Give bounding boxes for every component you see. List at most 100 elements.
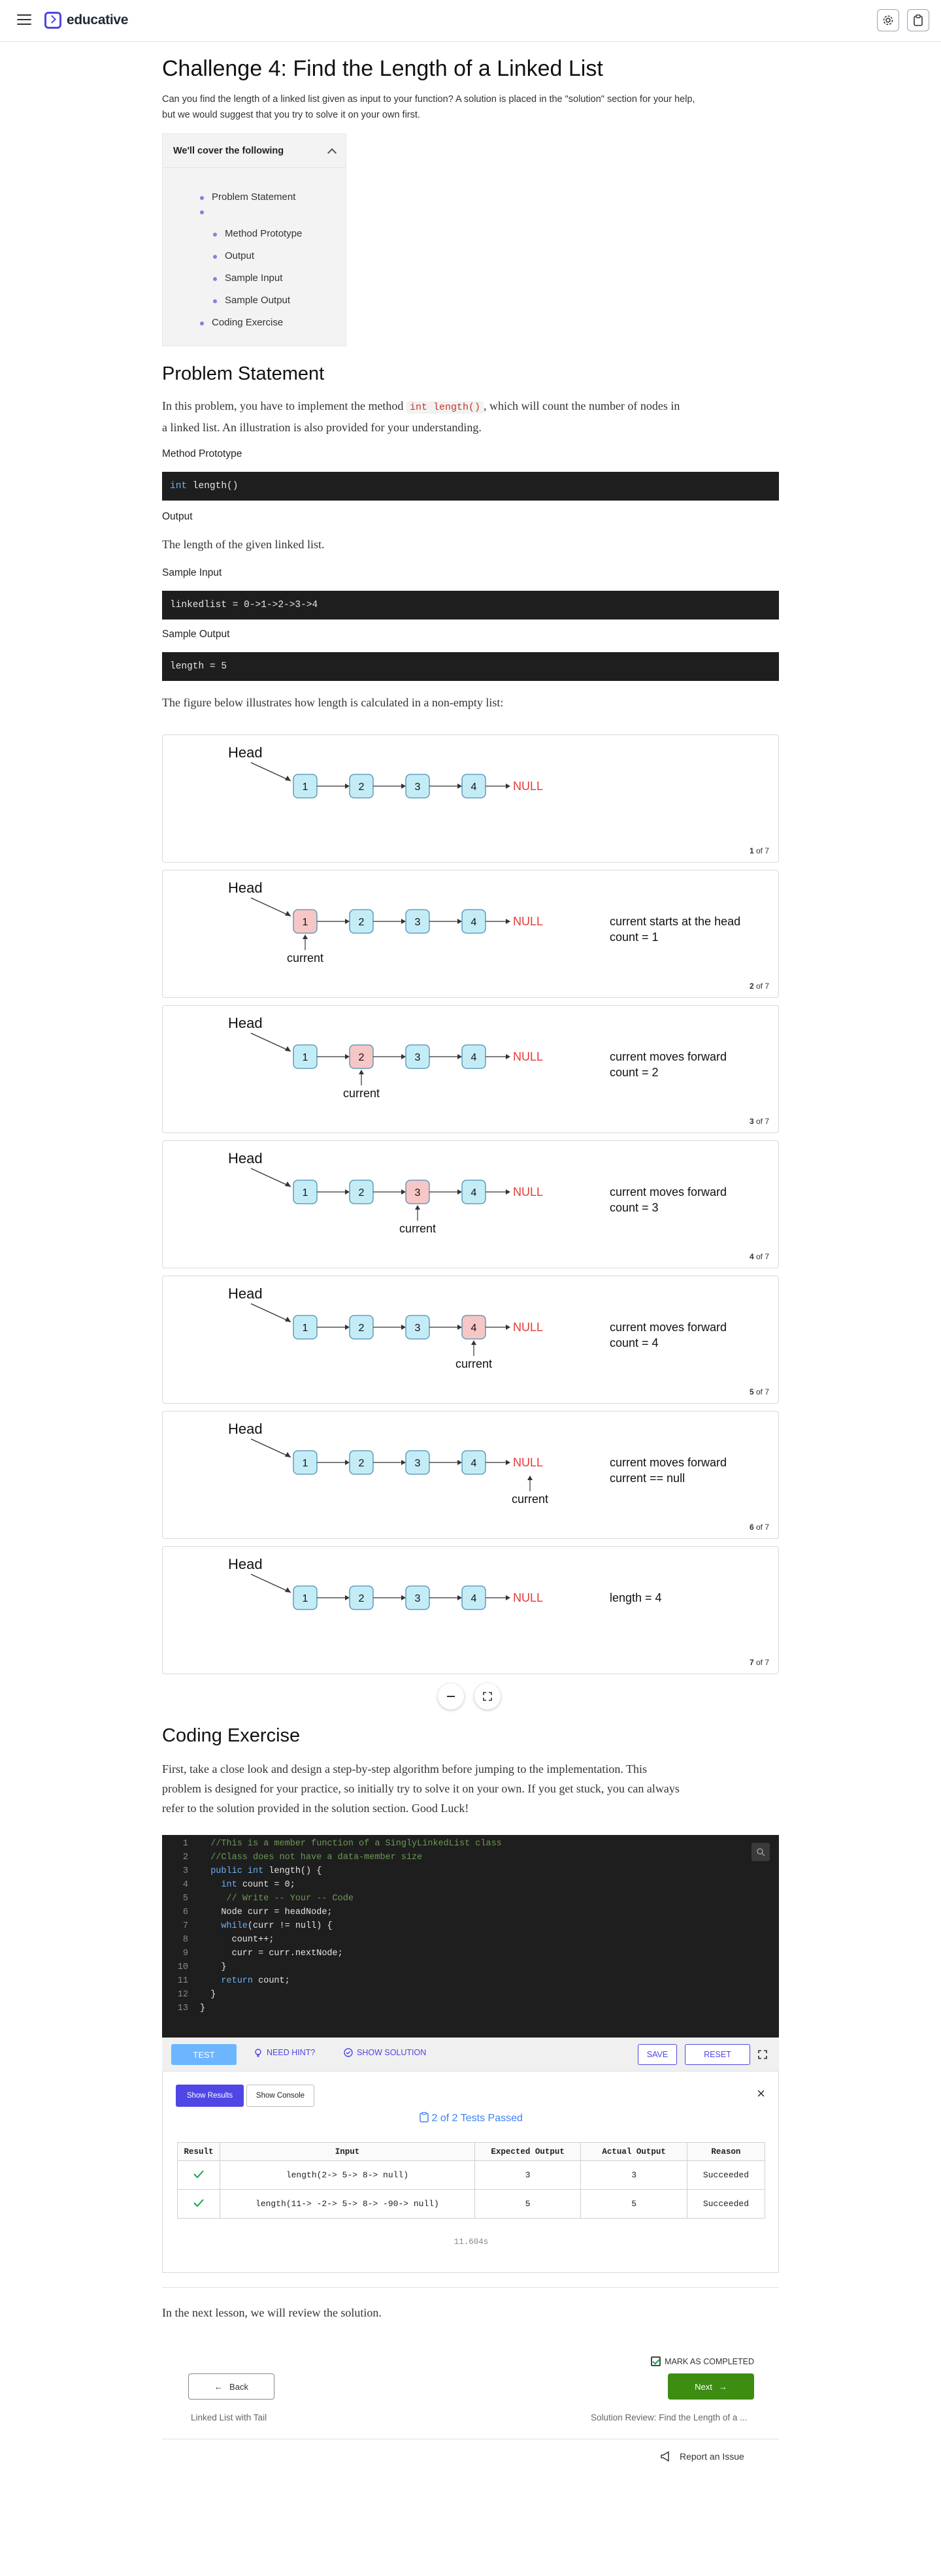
- settings-button[interactable]: [877, 9, 899, 31]
- arrowhead: [285, 1587, 291, 1593]
- next-label: Next: [695, 2381, 712, 2392]
- hamburger-icon[interactable]: [17, 14, 31, 26]
- arrowhead: [457, 784, 462, 789]
- arrowhead: [285, 1046, 291, 1051]
- node-value: 4: [471, 1458, 477, 1469]
- arrowhead: [285, 776, 291, 781]
- arrowhead: [457, 1325, 462, 1330]
- editor-settings-button[interactable]: [751, 1843, 770, 1861]
- slide-caption: current moves forward: [610, 1321, 727, 1334]
- arrowhead: [401, 1054, 406, 1059]
- chevron-up-icon[interactable]: [327, 148, 337, 157]
- report-label: Report an Issue: [680, 2451, 744, 2462]
- collapse-button[interactable]: [438, 1683, 464, 1709]
- table-cell: 5: [474, 2189, 582, 2219]
- checkbox-icon[interactable]: [651, 2356, 661, 2366]
- column-header: Actual Output: [580, 2142, 687, 2161]
- method-prototype-label: Method Prototype: [162, 448, 242, 459]
- head-label: Head: [228, 1150, 263, 1166]
- reset-button[interactable]: RESET: [685, 2044, 750, 2065]
- fullscreen-button[interactable]: [474, 1683, 501, 1709]
- expand-icon[interactable]: [758, 2050, 767, 2059]
- line-number: 10: [177, 1962, 188, 1972]
- null-label: NULL: [513, 1591, 543, 1604]
- megaphone-icon: [661, 2451, 669, 2462]
- toc-item[interactable]: Sample Input: [212, 272, 283, 284]
- linked-list-diagram: Head 1 current 2 3 4 NULL current starts at the…: [228, 880, 740, 965]
- toc-item[interactable]: Sample Output: [212, 295, 291, 306]
- slide-caption: current moves forward: [610, 1456, 727, 1469]
- search-icon: [757, 1848, 765, 1857]
- null-label: NULL: [513, 780, 543, 793]
- line-number: 2: [182, 1853, 188, 1862]
- next-button[interactable]: Next →: [668, 2373, 754, 2400]
- table-cell: length(11-> -2-> 5-> 8-> -90-> null): [219, 2189, 475, 2219]
- code-line[interactable]: while(curr != null) {: [221, 1921, 333, 1931]
- line-number: 11: [177, 1976, 188, 1986]
- node-value: 1: [303, 1187, 308, 1198]
- code-line[interactable]: curr = curr.nextNode;: [231, 1949, 343, 1958]
- close-icon[interactable]: ×: [757, 2085, 765, 2102]
- page-title: Challenge 4: Find the Length of a Linked…: [162, 56, 603, 81]
- logo-text: educative: [67, 12, 129, 27]
- toc-header[interactable]: We'll cover the following: [163, 134, 346, 168]
- slide: Head 1 2 3 current 4 NULL current moves forward…: [162, 1140, 779, 1268]
- code-line[interactable]: public int length() {: [210, 1866, 322, 1876]
- code-line[interactable]: return count;: [221, 1976, 290, 1986]
- table-of-contents: We'll cover the following Problem Statem…: [162, 133, 346, 346]
- toc-heading: We'll cover the following: [173, 145, 284, 156]
- head-label: Head: [228, 1556, 263, 1572]
- clipboard-button[interactable]: [907, 9, 929, 31]
- toc-item[interactable]: Output: [212, 250, 255, 261]
- node-value: 3: [415, 1458, 421, 1469]
- test-button[interactable]: TEST: [171, 2044, 237, 2065]
- table-row: length(11-> -2-> 5-> 8-> -90-> null) 5 5 Su…: [177, 2189, 766, 2219]
- save-button[interactable]: SAVE: [638, 2044, 677, 2065]
- table-cell: Succeeded: [686, 2189, 766, 2219]
- show-results-button[interactable]: Show Results: [176, 2085, 244, 2107]
- node-value: 3: [415, 1187, 421, 1198]
- arrowhead: [285, 1181, 291, 1187]
- show-solution-button[interactable]: SHOW SOLUTION: [344, 2048, 426, 2057]
- code-line[interactable]: // Write -- Your -- Code: [226, 1894, 354, 1904]
- code-line[interactable]: }: [221, 1962, 227, 1972]
- node-value: 4: [471, 1052, 477, 1063]
- arrowhead: [345, 1595, 350, 1600]
- toc-item[interactable]: Method Prototype: [212, 228, 303, 239]
- code-line[interactable]: int count = 0;: [221, 1880, 295, 1890]
- column-header: Result: [177, 2142, 220, 2161]
- logo[interactable]: educative: [44, 12, 128, 29]
- toc-item[interactable]: Coding Exercise: [199, 317, 284, 328]
- linked-list-diagram: Head 1 2 3 4 NULL current current moves forward…: [228, 1421, 727, 1506]
- need-hint-button[interactable]: NEED HINT?: [254, 2048, 315, 2057]
- clipboard-icon: [420, 2111, 429, 2122]
- code-editor[interactable]: 1 //This is a member function of a Singl…: [162, 1835, 779, 2038]
- next-lesson-title[interactable]: Solution Review: Find the Length of a ..…: [591, 2413, 748, 2422]
- mark-as-completed[interactable]: MARK AS COMPLETED: [651, 2356, 754, 2366]
- checkmark-icon: [193, 2170, 204, 2178]
- code-line[interactable]: }: [200, 2004, 206, 2013]
- exercise-paragraph: First, take a close look and design a st…: [162, 1759, 779, 1818]
- current-label: current: [455, 1357, 492, 1370]
- code-line[interactable]: Node curr = headNode;: [221, 1907, 333, 1917]
- toc-item[interactable]: Problem Statement: [199, 191, 296, 203]
- show-console-button[interactable]: Show Console: [246, 2085, 314, 2107]
- node-value: 4: [471, 1593, 477, 1604]
- node-value: 2: [359, 1323, 365, 1334]
- prev-lesson-title[interactable]: Linked List with Tail: [191, 2413, 267, 2422]
- section-heading-problem: Problem Statement: [162, 363, 325, 384]
- linked-list-diagram: Head 1 2 current 3 4 NULL current moves forward…: [228, 1015, 727, 1100]
- slide-caption: count = 1: [610, 931, 659, 944]
- slide-caption: current starts at the head: [610, 915, 740, 928]
- back-button[interactable]: ← Back: [188, 2373, 274, 2400]
- node-value: 2: [359, 1187, 365, 1198]
- node-value: 3: [415, 1052, 421, 1063]
- code-line[interactable]: //Class does not have a data-member size: [210, 1853, 423, 1862]
- code-line[interactable]: count++;: [231, 1935, 274, 1945]
- arrowhead: [345, 1460, 350, 1465]
- report-issue-link[interactable]: Report an Issue: [660, 2451, 744, 2462]
- code-text: length(): [187, 481, 239, 491]
- arrowhead: [401, 1595, 406, 1600]
- code-line[interactable]: }: [210, 1990, 216, 2000]
- code-line[interactable]: //This is a member function of a SinglyL…: [210, 1839, 502, 1849]
